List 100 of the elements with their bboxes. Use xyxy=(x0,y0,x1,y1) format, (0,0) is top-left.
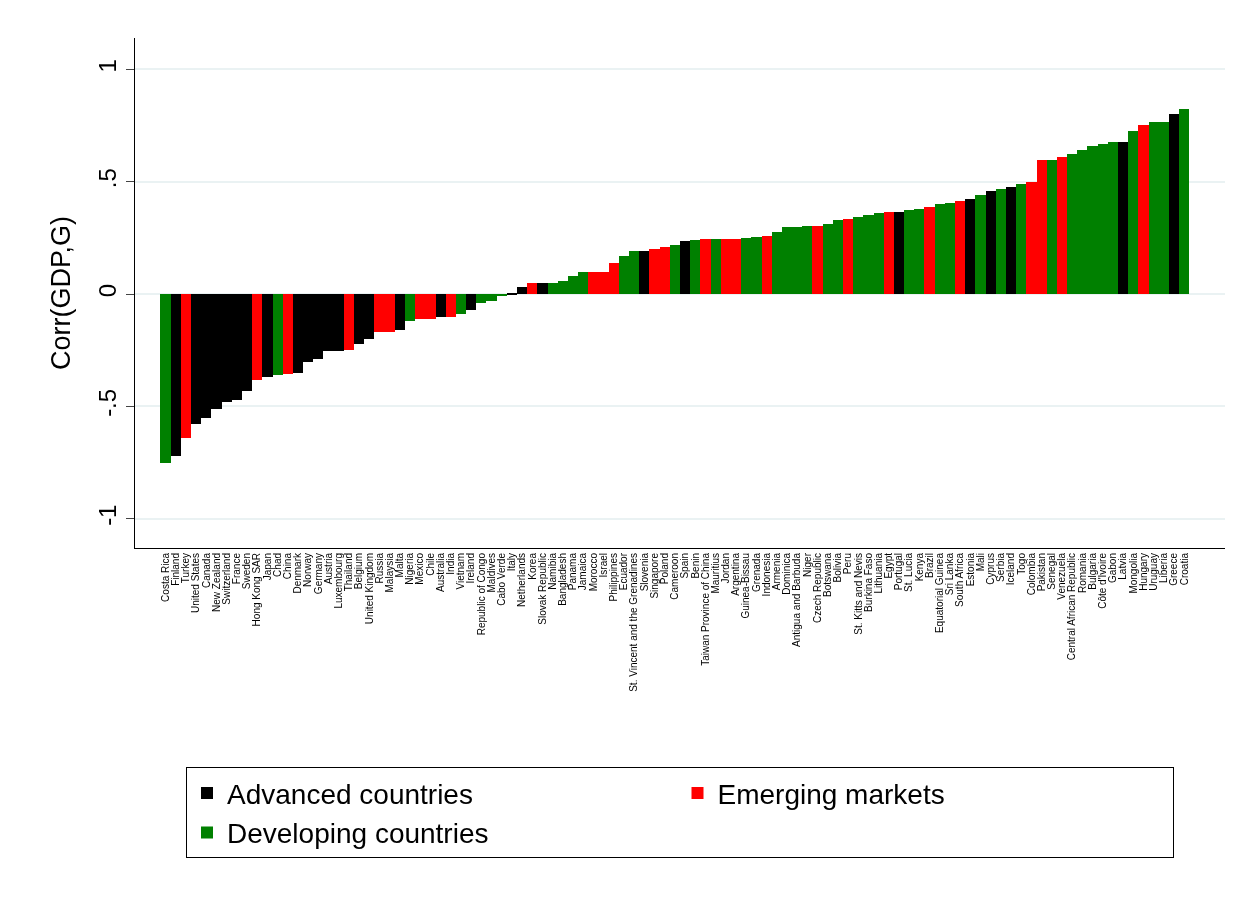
x-tick-label: Jordan xyxy=(720,553,732,584)
bar xyxy=(1179,109,1189,294)
bar xyxy=(986,191,996,294)
x-tick-label: Dominica xyxy=(781,552,793,595)
x-tick-label: Peru xyxy=(842,553,854,575)
bar xyxy=(1057,157,1067,294)
x-tick-label: Mali xyxy=(974,553,986,572)
x-tick-label: Republic of Congo xyxy=(475,552,487,636)
bar xyxy=(996,189,1006,294)
x-tick-label: Czech Republic xyxy=(811,553,823,624)
y-tick-label: 1 xyxy=(94,59,122,73)
x-tick-label: St. Lucia xyxy=(903,552,915,592)
y-tick-label: -.5 xyxy=(94,388,122,417)
bar xyxy=(1118,142,1128,294)
x-tick-label: Armenia xyxy=(771,552,783,591)
x-tick-label: Mongolia xyxy=(1127,552,1139,594)
bar xyxy=(762,236,772,294)
x-tick-label: Turkey xyxy=(180,553,192,584)
x-tick-label: Burkina Faso xyxy=(862,552,874,612)
x-tick-label: France xyxy=(231,552,243,585)
legend-label: Developing countries xyxy=(227,818,489,850)
x-tick-label: Panama xyxy=(567,552,579,591)
x-tick-label: Norway xyxy=(302,553,314,587)
x-tick-label: Japan xyxy=(261,553,273,581)
x-tick-label: Romania xyxy=(1076,552,1088,594)
bar xyxy=(181,294,191,438)
bar xyxy=(924,207,935,294)
x-tick-label: United Kingdom xyxy=(363,553,375,625)
bar xyxy=(884,212,894,294)
x-tick-label: Senegal xyxy=(1046,553,1058,590)
x-tick-label: Estonia xyxy=(964,552,976,587)
x-tick-label: India xyxy=(445,552,457,575)
x-tick-label: St. Vincent and the Grenadines xyxy=(628,553,640,692)
x-tick-label: Brazil xyxy=(923,553,935,579)
x-tick-label: China xyxy=(282,552,294,580)
x-tick-label: Côte d'Ivoire xyxy=(1097,552,1109,609)
x-tick-label: Central African Republic xyxy=(1066,553,1078,661)
bar xyxy=(527,283,537,294)
bar xyxy=(537,283,548,294)
x-tick-label: Jamaica xyxy=(577,552,589,591)
x-tick-label: Slovenia xyxy=(638,552,650,592)
x-tick-label: Philippines xyxy=(608,553,620,602)
bar xyxy=(1047,160,1057,294)
x-tick-label: Switzerland xyxy=(220,553,232,605)
y-axis-title: Corr(GDP,G) xyxy=(46,215,77,371)
x-tick-label: Australia xyxy=(434,552,446,592)
x-tick-label: Sri Lanka xyxy=(944,552,956,596)
bar xyxy=(283,294,293,374)
x-tick-label: St. Kitts and Nevis xyxy=(852,553,864,635)
y-tick-label: -1 xyxy=(94,504,122,526)
x-tick-label: Gabon xyxy=(1107,553,1119,584)
x-tick-label: New Zealand xyxy=(210,553,222,612)
x-tick-label: Korea xyxy=(526,552,538,580)
x-tick-label: Hungary xyxy=(1137,553,1149,591)
bar xyxy=(1169,114,1179,294)
bar xyxy=(456,294,466,314)
y-tick-label: 0 xyxy=(94,283,122,298)
bar xyxy=(252,294,262,380)
x-tick-label: Portugal xyxy=(893,553,905,591)
bar xyxy=(395,294,405,330)
x-tick-label: Bulgaria xyxy=(1086,552,1098,590)
bar xyxy=(405,294,415,321)
x-tick-label: Malaysia xyxy=(383,552,395,593)
x-tick-label: Austria xyxy=(322,552,334,585)
bar xyxy=(262,294,273,377)
x-tick-label: Slovak Republic xyxy=(536,553,548,625)
bar xyxy=(711,239,721,294)
x-tick-label: Ireland xyxy=(465,553,477,584)
x-tick-label: Vietnam xyxy=(455,553,467,590)
x-tick-label: Latvia xyxy=(1117,552,1129,580)
bar xyxy=(955,201,965,294)
x-tick-label: Indonesia xyxy=(760,552,772,597)
x-tick-label: South Africa xyxy=(954,552,966,607)
bar xyxy=(436,294,446,317)
x-tick-label: Croatia xyxy=(1178,552,1190,586)
x-tick-label: Iceland xyxy=(1005,553,1017,586)
x-tick-label: Greece xyxy=(1168,552,1180,586)
bar xyxy=(894,212,904,294)
bar xyxy=(171,294,181,456)
x-tick-label: Grenada xyxy=(750,552,762,592)
x-tick-label: Equatorial Guinea xyxy=(934,552,946,634)
x-tick-label: Mexico xyxy=(414,552,426,585)
x-tick-label: Namibia xyxy=(546,552,558,590)
legend-label: Emerging markets xyxy=(717,778,945,810)
x-tick-label: Israel xyxy=(597,553,609,578)
legend-label: Advanced countries xyxy=(227,778,473,810)
x-tick-label: Canada xyxy=(200,552,212,589)
x-tick-label: Niger xyxy=(801,552,813,577)
bar xyxy=(160,294,171,463)
bar xyxy=(670,245,680,294)
bar xyxy=(690,240,700,294)
x-tick-label: Denmark xyxy=(292,552,304,594)
x-tick-label: Lithuania xyxy=(872,552,884,594)
x-tick-label: Kenya xyxy=(913,552,925,582)
x-tick-label: Costa Rica xyxy=(159,552,171,602)
x-tick-label: Chad xyxy=(271,553,283,577)
x-tick-label: Colombia xyxy=(1025,552,1037,596)
bar xyxy=(639,251,649,294)
x-tick-label: Nigeria xyxy=(404,552,416,585)
x-tick-label: Chile xyxy=(424,552,436,576)
